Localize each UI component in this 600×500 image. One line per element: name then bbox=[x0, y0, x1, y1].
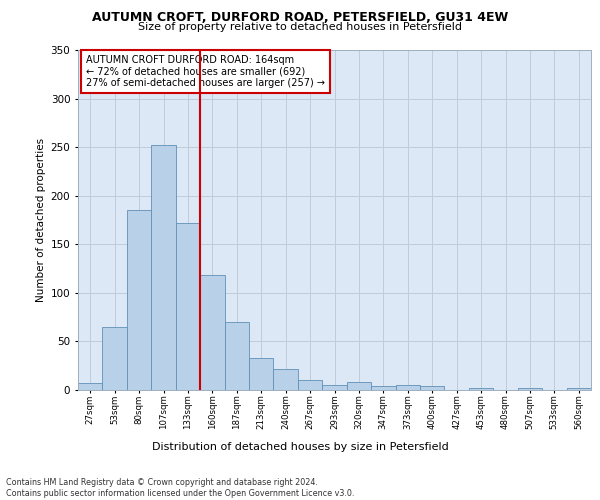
Bar bbox=[224, 322, 249, 390]
Bar bbox=[347, 382, 371, 390]
Bar bbox=[371, 386, 395, 390]
Bar bbox=[322, 385, 347, 390]
Bar bbox=[78, 383, 103, 390]
Text: Contains HM Land Registry data © Crown copyright and database right 2024.
Contai: Contains HM Land Registry data © Crown c… bbox=[6, 478, 355, 498]
Bar bbox=[420, 386, 445, 390]
Y-axis label: Number of detached properties: Number of detached properties bbox=[37, 138, 46, 302]
Bar bbox=[127, 210, 151, 390]
Text: AUTUMN CROFT, DURFORD ROAD, PETERSFIELD, GU31 4EW: AUTUMN CROFT, DURFORD ROAD, PETERSFIELD,… bbox=[92, 11, 508, 24]
Bar bbox=[274, 368, 298, 390]
Bar bbox=[518, 388, 542, 390]
Bar bbox=[298, 380, 322, 390]
Bar bbox=[566, 388, 591, 390]
Text: AUTUMN CROFT DURFORD ROAD: 164sqm
← 72% of detached houses are smaller (692)
27%: AUTUMN CROFT DURFORD ROAD: 164sqm ← 72% … bbox=[86, 55, 325, 88]
Bar bbox=[469, 388, 493, 390]
Bar bbox=[151, 145, 176, 390]
Bar bbox=[200, 276, 224, 390]
Bar bbox=[395, 385, 420, 390]
Bar bbox=[176, 223, 200, 390]
Text: Size of property relative to detached houses in Petersfield: Size of property relative to detached ho… bbox=[138, 22, 462, 32]
Text: Distribution of detached houses by size in Petersfield: Distribution of detached houses by size … bbox=[152, 442, 448, 452]
Bar bbox=[103, 327, 127, 390]
Bar bbox=[249, 358, 274, 390]
